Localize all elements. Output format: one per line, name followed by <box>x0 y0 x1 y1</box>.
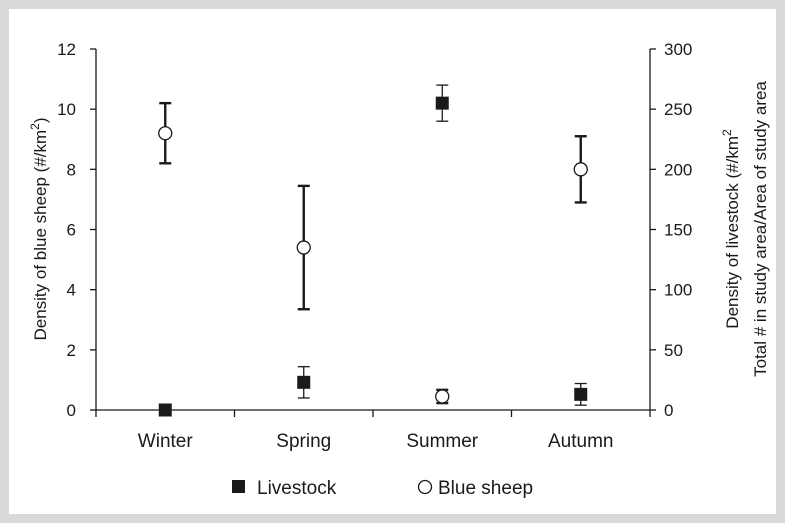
right-axis-ticks: 0 50 100 150 200 250 300 <box>650 40 692 420</box>
blue-sheep-point <box>296 240 311 255</box>
left-axis-ticks: 0 2 4 6 8 10 12 <box>57 40 96 420</box>
right-tick-label: 50 <box>664 341 683 360</box>
left-tick-label: 12 <box>57 40 76 59</box>
right-tick-label: 300 <box>664 40 692 59</box>
data-markers <box>158 96 588 417</box>
blue-sheep-point <box>158 126 173 141</box>
axes-group <box>95 49 651 411</box>
error-bars <box>159 84 587 406</box>
livestock-point <box>158 403 172 417</box>
right-axis-title-line2: Total # in study area/Area of study area <box>751 81 770 377</box>
right-tick-label: 100 <box>664 281 692 300</box>
left-tick-label: 6 <box>67 221 76 240</box>
x-tick-label: Summer <box>406 431 478 452</box>
blue-sheep-point <box>435 389 450 404</box>
legend-blue-sheep-marker <box>417 479 433 495</box>
left-axis-title: Density of blue sheep (#/km2) <box>28 117 50 340</box>
left-tick-label: 10 <box>57 100 76 119</box>
right-tick-label: 200 <box>664 160 692 179</box>
x-tick-label: Winter <box>138 431 194 452</box>
legend-blue-sheep-label: Blue sheep <box>438 478 533 499</box>
right-tick-label: 250 <box>664 100 692 119</box>
left-tick-label: 0 <box>67 401 76 420</box>
x-tick-label: Autumn <box>548 431 613 452</box>
legend-livestock-marker <box>232 480 245 493</box>
livestock-point <box>435 96 449 110</box>
x-tick-label: Spring <box>276 431 331 452</box>
right-tick-label: 150 <box>664 221 692 240</box>
legend: Livestock Blue sheep <box>232 478 533 499</box>
right-axis-title-line1: Density of livestock (#/km2 <box>720 129 742 329</box>
right-tick-label: 0 <box>664 401 673 420</box>
blue-sheep-point <box>573 162 588 177</box>
livestock-point <box>574 387 588 401</box>
left-tick-label: 4 <box>67 281 76 300</box>
x-axis-ticks: Winter Spring Summer Autumn <box>95 410 651 452</box>
left-tick-label: 2 <box>67 341 76 360</box>
livestock-point <box>297 375 311 389</box>
left-tick-label: 8 <box>67 160 76 179</box>
legend-livestock-label: Livestock <box>257 478 337 499</box>
